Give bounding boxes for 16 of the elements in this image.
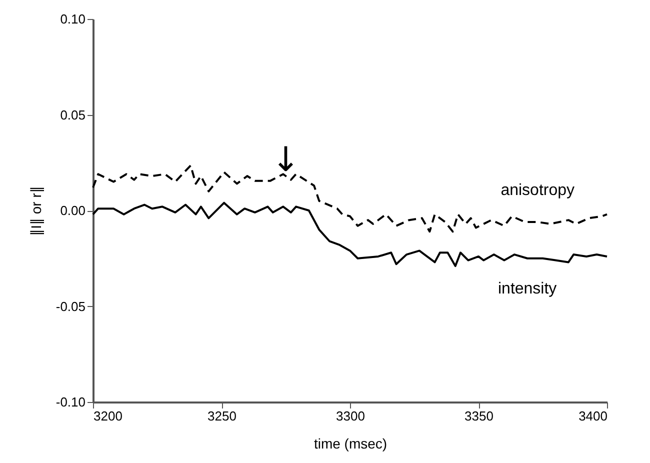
- y-axis-title: ∥I∥ or r∥: [28, 186, 44, 236]
- series-label: intensity: [498, 280, 557, 298]
- x-axis-title: time (msec): [314, 436, 388, 452]
- x-tick-label: 3200: [94, 408, 122, 424]
- x-tick-label: 3250: [208, 408, 236, 424]
- x-tick-label: 3350: [464, 408, 494, 424]
- x-tick-label: 3300: [336, 408, 365, 424]
- y-tick-label: 0.10: [60, 12, 86, 26]
- line-series: [92, 202, 608, 268]
- y-tick-label: 0.00: [60, 203, 86, 218]
- series-label: anisotropy: [500, 182, 575, 199]
- y-tick-label: -0.05: [56, 298, 86, 314]
- y-tick-label: 0.05: [60, 107, 86, 122]
- y-tick-label: -0.10: [56, 394, 86, 410]
- annotation: ↓: [272, 140, 300, 180]
- x-tick-label: 3400: [578, 408, 608, 424]
